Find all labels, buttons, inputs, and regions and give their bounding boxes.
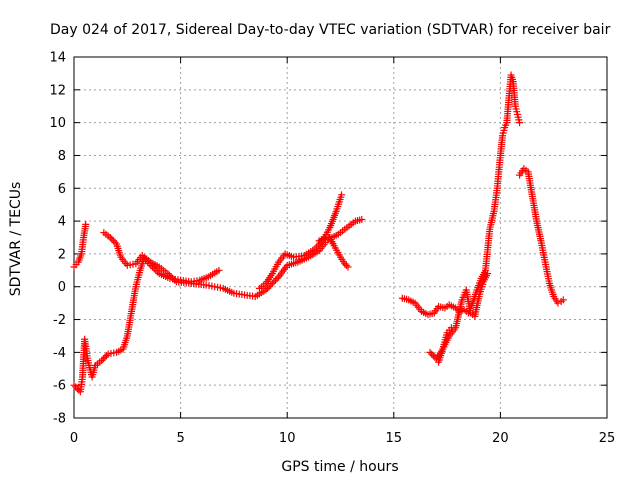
series-arc-i xyxy=(516,165,567,307)
x-axis-label: GPS time / hours xyxy=(281,459,398,475)
y-tick-label: 0 xyxy=(58,280,66,295)
data-point xyxy=(484,270,492,278)
data-point xyxy=(344,263,352,271)
x-tick-label: 20 xyxy=(492,431,509,446)
data-point xyxy=(341,260,349,268)
data-point xyxy=(263,284,271,292)
data-point xyxy=(215,266,223,274)
data-point xyxy=(447,324,455,332)
data-point xyxy=(270,278,278,286)
y-axis-label: SDTVAR / TECUs xyxy=(8,182,24,297)
series-arc-c xyxy=(100,229,223,286)
data-point xyxy=(262,286,270,294)
data-point xyxy=(428,350,436,358)
y-tick-label: 8 xyxy=(58,149,66,164)
data-point xyxy=(98,357,106,365)
y-tick-label: 10 xyxy=(49,116,66,131)
data-point xyxy=(429,352,437,360)
data-point xyxy=(147,261,155,269)
data-point xyxy=(342,261,350,269)
axes: -8 -6 -4 -2 0 2 4 6 8 10 12 14 0 5 10 15 20 25 xyxy=(49,51,615,447)
data-point xyxy=(109,237,117,245)
data-point xyxy=(150,265,158,273)
series-arc-h xyxy=(435,324,455,366)
x-tick-label: 0 xyxy=(70,431,78,446)
series-arc-f xyxy=(398,71,524,319)
data-point xyxy=(268,279,276,287)
data-point xyxy=(426,348,434,356)
data-points xyxy=(70,71,567,396)
data-point xyxy=(73,384,81,392)
series-arc-d xyxy=(255,191,346,292)
data-point xyxy=(154,268,162,276)
data-point xyxy=(358,215,366,223)
x-tick-label: 10 xyxy=(279,431,296,446)
y-tick-label: 14 xyxy=(49,51,66,66)
data-point xyxy=(265,283,273,291)
x-tick-label: 15 xyxy=(386,431,403,446)
series-arc-a xyxy=(70,220,90,271)
data-point xyxy=(108,235,116,243)
chart-title: Day 024 of 2017, Sidereal Day-to-day VTE… xyxy=(50,22,611,38)
plot-frame xyxy=(73,56,608,419)
data-point xyxy=(338,191,346,199)
series-arc-b xyxy=(70,234,352,396)
series-arc-e xyxy=(315,215,366,245)
data-point xyxy=(559,296,567,304)
y-tick-label: -8 xyxy=(53,412,66,427)
series-arc-g xyxy=(426,270,492,363)
data-point xyxy=(99,355,107,363)
x-tick-label: 5 xyxy=(176,431,184,446)
data-point xyxy=(152,266,160,274)
y-tick-label: -6 xyxy=(53,379,66,394)
data-point xyxy=(554,299,562,307)
data-point xyxy=(101,353,109,361)
y-tick-label: 6 xyxy=(58,182,66,197)
data-point xyxy=(267,281,275,289)
grid xyxy=(74,57,607,418)
y-tick-label: 2 xyxy=(58,247,66,262)
data-point xyxy=(82,220,90,228)
y-tick-label: -2 xyxy=(53,313,66,328)
data-point xyxy=(70,381,78,389)
data-point xyxy=(103,352,111,360)
data-point xyxy=(271,276,279,284)
data-point xyxy=(111,238,119,246)
data-point xyxy=(273,275,281,283)
y-tick-label: 12 xyxy=(49,83,66,98)
data-point xyxy=(106,234,114,241)
data-point xyxy=(148,263,156,271)
data-point xyxy=(516,119,524,127)
y-tick-label: -4 xyxy=(53,346,66,361)
x-tick-label: 25 xyxy=(599,431,616,446)
y-tick-label: 4 xyxy=(58,215,66,230)
